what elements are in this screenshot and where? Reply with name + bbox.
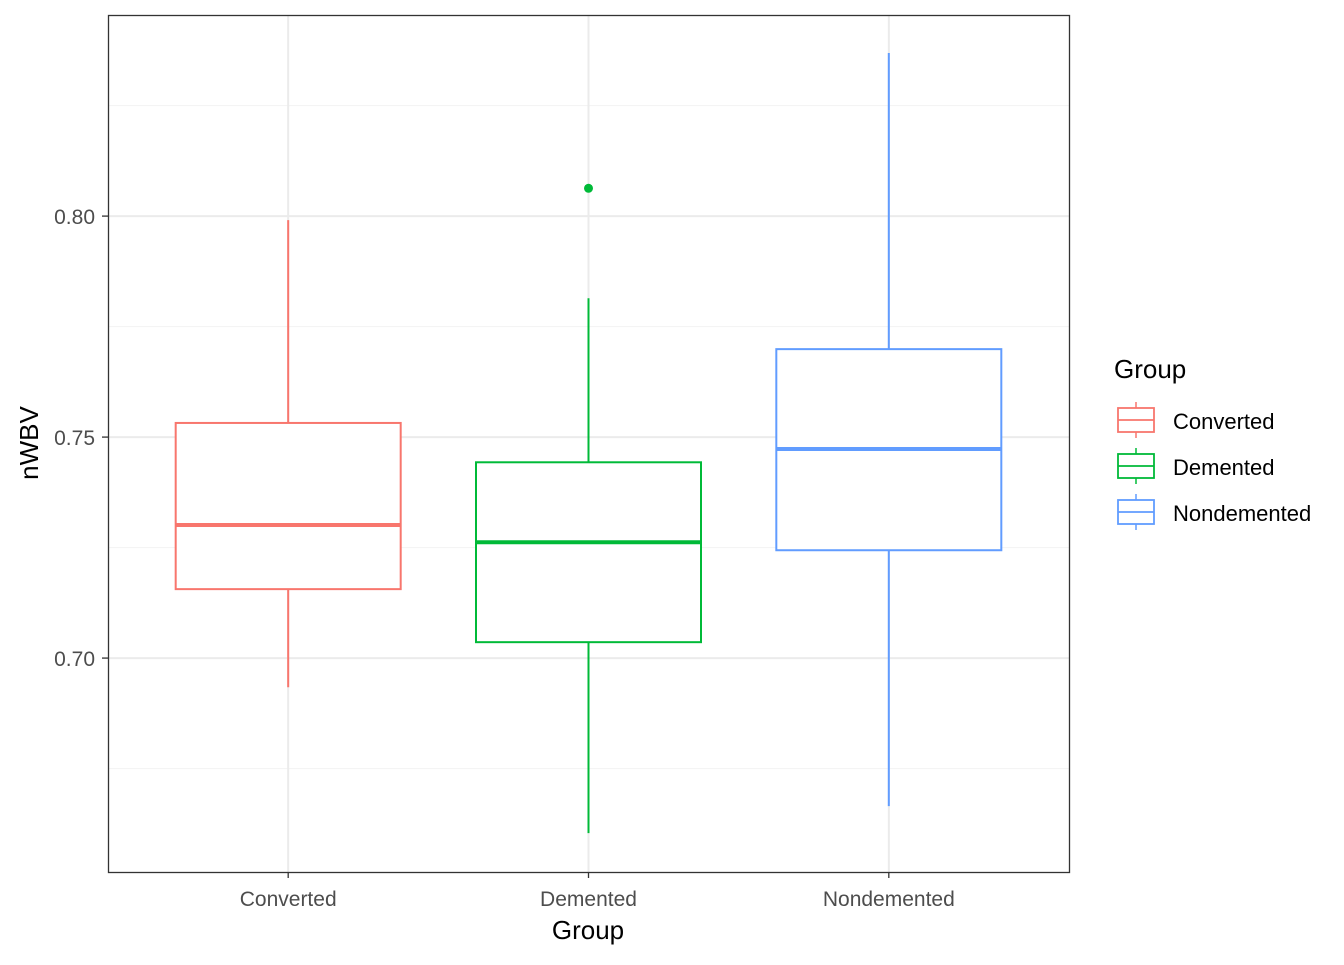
legend: Group Converted Demented Nondemented <box>1114 354 1311 530</box>
legend-label: Demented <box>1173 455 1275 480</box>
legend-label: Converted <box>1173 409 1275 434</box>
iqr-box <box>174 421 402 591</box>
x-axis-title: Group <box>552 915 624 945</box>
x-tick-label: Demented <box>540 888 637 911</box>
iqr-box <box>475 461 702 644</box>
x-tick-label: Nondemented <box>823 888 955 911</box>
box-demented <box>475 183 702 834</box>
y-tick-label: 0.70 <box>54 648 95 671</box>
y-tick-label: 0.80 <box>54 206 95 229</box>
y-tick-label: 0.75 <box>54 427 95 450</box>
box-nondemented <box>775 53 1003 807</box>
legend-item-converted: Converted <box>1117 402 1275 438</box>
y-axis-title: nWBV <box>14 406 44 480</box>
legend-label: Nondemented <box>1173 501 1311 526</box>
box-converted <box>174 220 402 688</box>
boxes <box>174 53 1003 834</box>
legend-title: Group <box>1114 354 1186 384</box>
legend-item-demented: Demented <box>1117 448 1275 484</box>
x-axis: Converted Demented Nondemented <box>240 872 955 911</box>
y-axis: 0.70 0.75 0.80 <box>54 206 108 671</box>
x-tick-label: Converted <box>240 888 337 911</box>
outlier-point <box>584 183 593 193</box>
legend-item-nondemented: Nondemented <box>1117 494 1311 530</box>
